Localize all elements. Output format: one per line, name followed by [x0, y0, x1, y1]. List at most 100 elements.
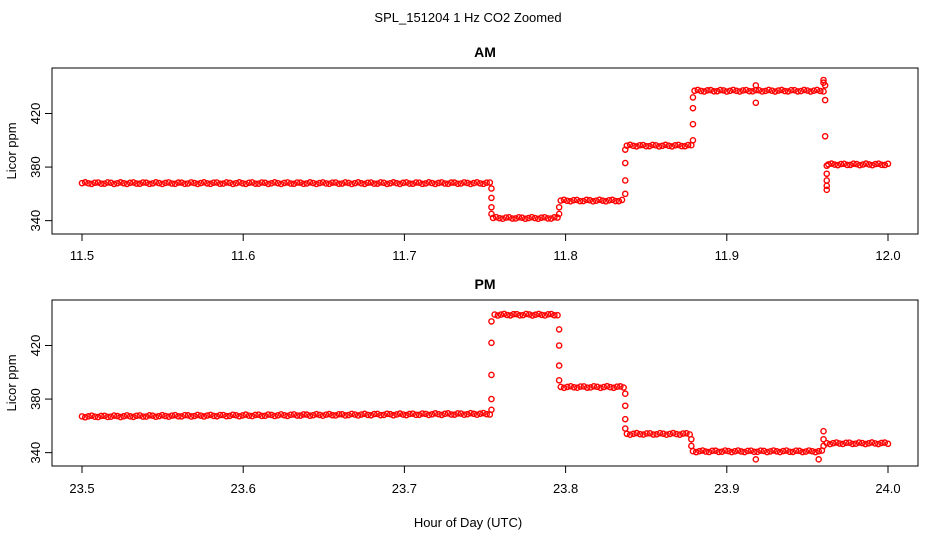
x-tick-label: 11.6	[231, 248, 255, 263]
data-point	[325, 410, 333, 418]
data-point	[467, 409, 474, 417]
data-point	[502, 214, 510, 221]
data-point	[207, 180, 214, 188]
data-point	[621, 177, 629, 184]
data-point	[752, 82, 760, 89]
data-point	[519, 311, 527, 319]
data-point	[573, 196, 581, 204]
data-point	[636, 430, 644, 438]
data-point	[617, 383, 624, 390]
data-point	[203, 412, 211, 419]
data-point	[345, 179, 352, 187]
data-point	[846, 439, 853, 446]
data-point	[309, 179, 317, 187]
data-point	[534, 215, 542, 223]
data-point	[242, 180, 250, 188]
data-point	[473, 411, 481, 418]
data-point	[810, 87, 818, 94]
data-point	[399, 179, 407, 187]
data-point	[226, 179, 234, 187]
y-tick-label: 340	[28, 442, 43, 464]
data-point	[659, 142, 666, 150]
data-point	[303, 180, 311, 187]
data-point	[850, 160, 857, 167]
data-point	[277, 180, 285, 188]
data-point	[576, 197, 584, 205]
data-point	[821, 96, 829, 104]
data-point	[374, 180, 381, 187]
data-point	[178, 413, 185, 420]
series-points	[78, 310, 892, 463]
data-point	[281, 411, 288, 419]
data-point	[396, 410, 404, 417]
data-point	[187, 413, 195, 420]
data-point	[264, 411, 272, 418]
data-point	[94, 413, 102, 421]
data-point	[271, 412, 278, 420]
data-point	[763, 448, 771, 456]
data-point	[692, 448, 700, 456]
data-point	[216, 411, 224, 419]
data-point	[200, 179, 208, 186]
data-point	[361, 180, 368, 188]
data-point	[345, 411, 352, 419]
data-point	[840, 160, 848, 168]
data-point	[618, 196, 626, 204]
data-point	[560, 384, 568, 392]
data-point	[146, 180, 153, 188]
data-point	[447, 411, 455, 418]
y-tick-label: 420	[28, 103, 43, 125]
data-point	[431, 180, 439, 188]
data-point	[438, 179, 445, 186]
data-point	[700, 88, 708, 95]
data-point	[316, 179, 323, 187]
data-point	[541, 312, 549, 319]
data-point	[666, 430, 674, 438]
data-point	[551, 311, 558, 319]
data-point	[110, 412, 118, 419]
data-point	[351, 411, 359, 418]
data-point	[78, 413, 86, 420]
data-point	[431, 410, 439, 417]
data-point	[476, 410, 484, 418]
data-point	[274, 179, 282, 187]
data-point	[191, 412, 198, 420]
data-point	[236, 179, 243, 186]
data-point	[367, 411, 375, 419]
data-point	[723, 88, 731, 95]
data-point	[277, 411, 285, 418]
data-point	[181, 411, 189, 419]
data-point	[532, 311, 539, 319]
data-point	[223, 179, 230, 186]
data-point	[821, 132, 829, 140]
data-point	[175, 412, 182, 420]
data-point	[293, 412, 301, 419]
data-point	[525, 311, 533, 318]
data-point	[488, 194, 495, 202]
data-point	[428, 179, 436, 187]
data-point	[808, 447, 816, 455]
data-point	[194, 411, 201, 419]
data-point	[872, 160, 879, 168]
plot-frame	[51, 299, 919, 467]
panel-pm: PM 23.5 23.6 23.7 23.8 23.9 24.0 340 380 420 Licor…	[4, 276, 919, 496]
data-point	[679, 430, 687, 437]
data-point	[853, 160, 860, 168]
data-point	[675, 141, 682, 149]
data-point	[425, 179, 433, 186]
data-point	[802, 448, 810, 455]
data-point	[656, 429, 664, 437]
data-point	[306, 179, 314, 186]
data-point	[155, 412, 163, 420]
data-point	[438, 411, 445, 419]
data-point	[303, 411, 311, 418]
data-point	[518, 214, 526, 221]
data-point	[123, 412, 131, 419]
data-point	[364, 179, 372, 187]
data-point	[862, 440, 869, 448]
data-point	[435, 410, 442, 418]
data-point	[541, 213, 548, 221]
data-point	[268, 411, 275, 419]
panel-title: AM	[474, 44, 496, 60]
data-point	[620, 384, 627, 391]
